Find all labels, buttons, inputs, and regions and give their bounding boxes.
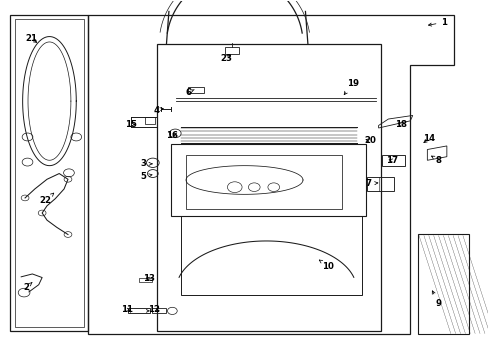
Text: 14: 14: [422, 134, 434, 143]
Text: 20: 20: [364, 136, 375, 145]
Text: 10: 10: [319, 260, 334, 271]
Bar: [144, 117, 155, 125]
Text: 4: 4: [153, 105, 163, 114]
Text: 23: 23: [220, 54, 231, 63]
Bar: [139, 278, 152, 282]
Bar: [188, 87, 203, 93]
Text: 5: 5: [140, 172, 152, 181]
Text: 1: 1: [427, 18, 447, 27]
Text: 22: 22: [40, 193, 54, 205]
Text: 7: 7: [365, 179, 377, 188]
Text: 17: 17: [385, 156, 397, 165]
Bar: [366, 177, 393, 192]
Text: 13: 13: [143, 274, 155, 283]
Bar: [224, 47, 238, 54]
Text: 19: 19: [344, 79, 358, 95]
Text: 9: 9: [431, 291, 441, 308]
Text: 21: 21: [25, 34, 37, 43]
Text: 15: 15: [125, 120, 137, 129]
Text: 18: 18: [395, 120, 407, 129]
Text: 12: 12: [148, 305, 160, 314]
Bar: [152, 308, 166, 314]
Text: 6: 6: [185, 87, 194, 96]
Bar: [128, 308, 150, 314]
Text: 3: 3: [140, 159, 152, 168]
Text: 11: 11: [121, 305, 133, 314]
Text: 16: 16: [166, 131, 178, 140]
Text: 8: 8: [430, 156, 441, 165]
Text: 2: 2: [23, 283, 32, 292]
Bar: [381, 155, 405, 166]
